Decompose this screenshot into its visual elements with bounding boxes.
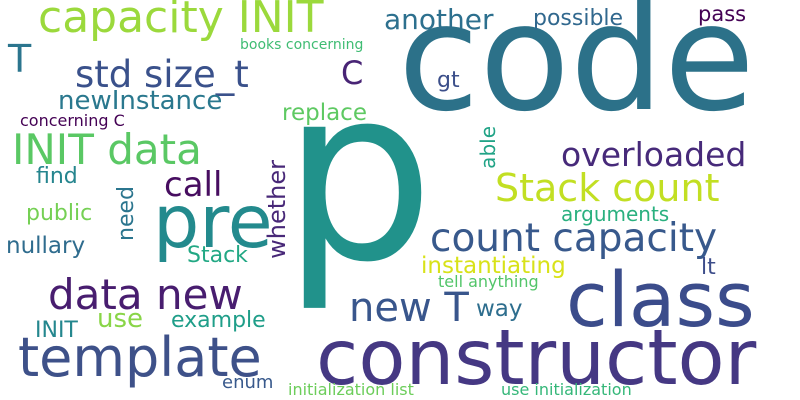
word-nullary: nullary xyxy=(6,233,86,259)
word-find: find xyxy=(36,164,78,189)
word-std-size-t: std size_t xyxy=(75,53,249,96)
word-initialization-list: initialization list xyxy=(288,380,414,399)
word-class: class xyxy=(566,255,755,344)
word-new-t: new T xyxy=(349,285,469,331)
word-whether: whether xyxy=(263,160,291,259)
word-stack-count: Stack count xyxy=(495,166,720,210)
word-call: call xyxy=(164,165,223,205)
word-enum: enum xyxy=(222,372,274,393)
word-lt: lt xyxy=(701,255,716,280)
word-example: example xyxy=(171,308,266,333)
word-replace: replace xyxy=(282,100,367,126)
word-init-data: INIT data xyxy=(12,125,202,174)
word-t: T xyxy=(8,37,32,81)
word-gt: gt xyxy=(437,68,460,93)
word-pass: pass xyxy=(698,2,747,26)
word-stack: Stack xyxy=(187,243,248,268)
word-count-capacity: count capacity xyxy=(430,216,718,261)
word-instantiating: instantiating xyxy=(421,253,566,279)
word-template: template xyxy=(18,326,262,389)
word-use: use xyxy=(97,304,144,334)
word-constructor: constructor xyxy=(316,314,757,400)
word-overloaded: overloaded xyxy=(561,135,747,174)
word-code: code xyxy=(398,0,755,144)
word-c: C xyxy=(341,54,364,92)
word-tell-anything: tell anything xyxy=(438,272,539,291)
word-pre: pre xyxy=(153,180,273,265)
word-able: able xyxy=(476,126,500,169)
word-public: public xyxy=(26,201,93,226)
word-p: p xyxy=(282,35,435,315)
word-newinstance: newInstance xyxy=(58,86,223,116)
word-possible: possible xyxy=(533,6,624,31)
word-need: need xyxy=(114,186,139,241)
word-init: INIT xyxy=(35,318,78,343)
word-books-concerning: books concerning xyxy=(240,37,364,53)
word-arguments: arguments xyxy=(561,202,670,226)
word-data-new: data new xyxy=(48,270,243,319)
word-way: way xyxy=(476,296,523,322)
word-another: another xyxy=(384,3,494,36)
word-capacity-init: capacity INIT xyxy=(38,0,324,43)
word-use-initialization: use initialization xyxy=(501,380,632,399)
word-concerning-c: concerning C xyxy=(20,111,125,130)
